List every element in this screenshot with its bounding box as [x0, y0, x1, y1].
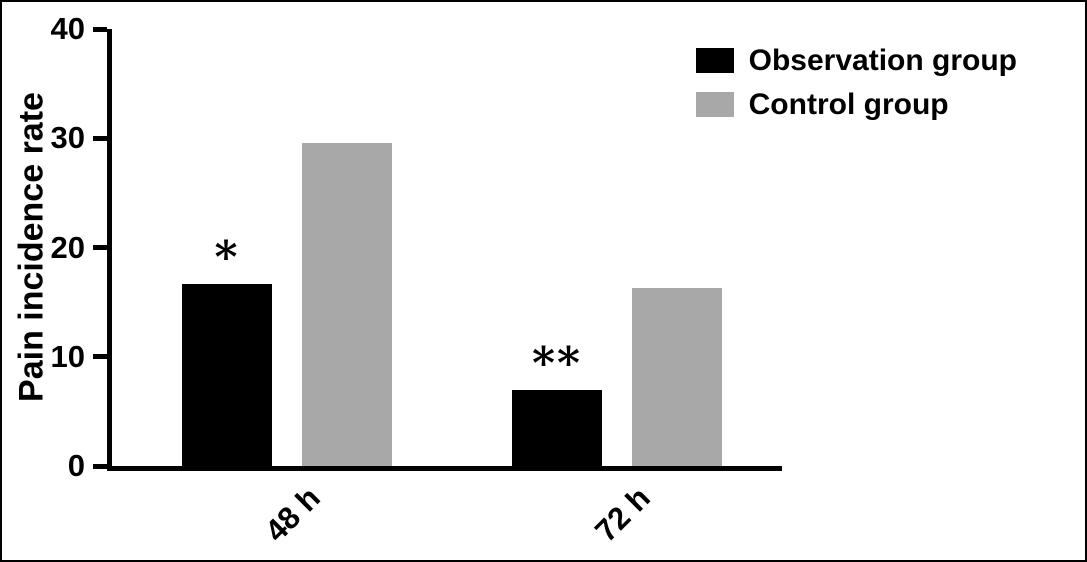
x-tick-label: 72 h	[588, 480, 657, 549]
bar-control-group-48-h	[302, 142, 392, 466]
bar-control-group-72-h	[632, 287, 722, 466]
y-axis-title: Pain incidence rate	[12, 92, 51, 402]
y-tick-mark	[93, 26, 107, 32]
legend-label: Observation group	[748, 44, 1017, 77]
plot-area: 0 10 20 30 40 * ** 48 h 72 h	[51, 13, 782, 549]
y-tick-mark	[93, 135, 107, 141]
y-tick-label: 20	[50, 229, 85, 265]
y-tick-label: 40	[50, 10, 85, 46]
legend: Observation group Control group	[695, 44, 1017, 132]
y-tick-mark	[93, 463, 107, 469]
bar-observation-group-48-h	[182, 283, 272, 466]
y-tick-label: 30	[50, 120, 85, 156]
x-tick-label: 48 h	[258, 480, 327, 549]
y-tick-label: 10	[50, 338, 85, 374]
y-tick-label: 0	[67, 447, 85, 483]
significance-annotation: **	[531, 338, 583, 390]
legend-item-observation-group: Observation group	[695, 44, 1017, 77]
significance-annotation: *	[214, 232, 240, 284]
legend-label: Control group	[748, 88, 949, 121]
bar-observation-group-72-h	[512, 389, 602, 466]
y-tick-mark	[93, 245, 107, 250]
legend-item-control-group: Control group	[695, 88, 1017, 121]
y-tick-mark	[93, 354, 107, 360]
legend-swatch	[695, 92, 734, 117]
legend-swatch	[695, 48, 734, 73]
